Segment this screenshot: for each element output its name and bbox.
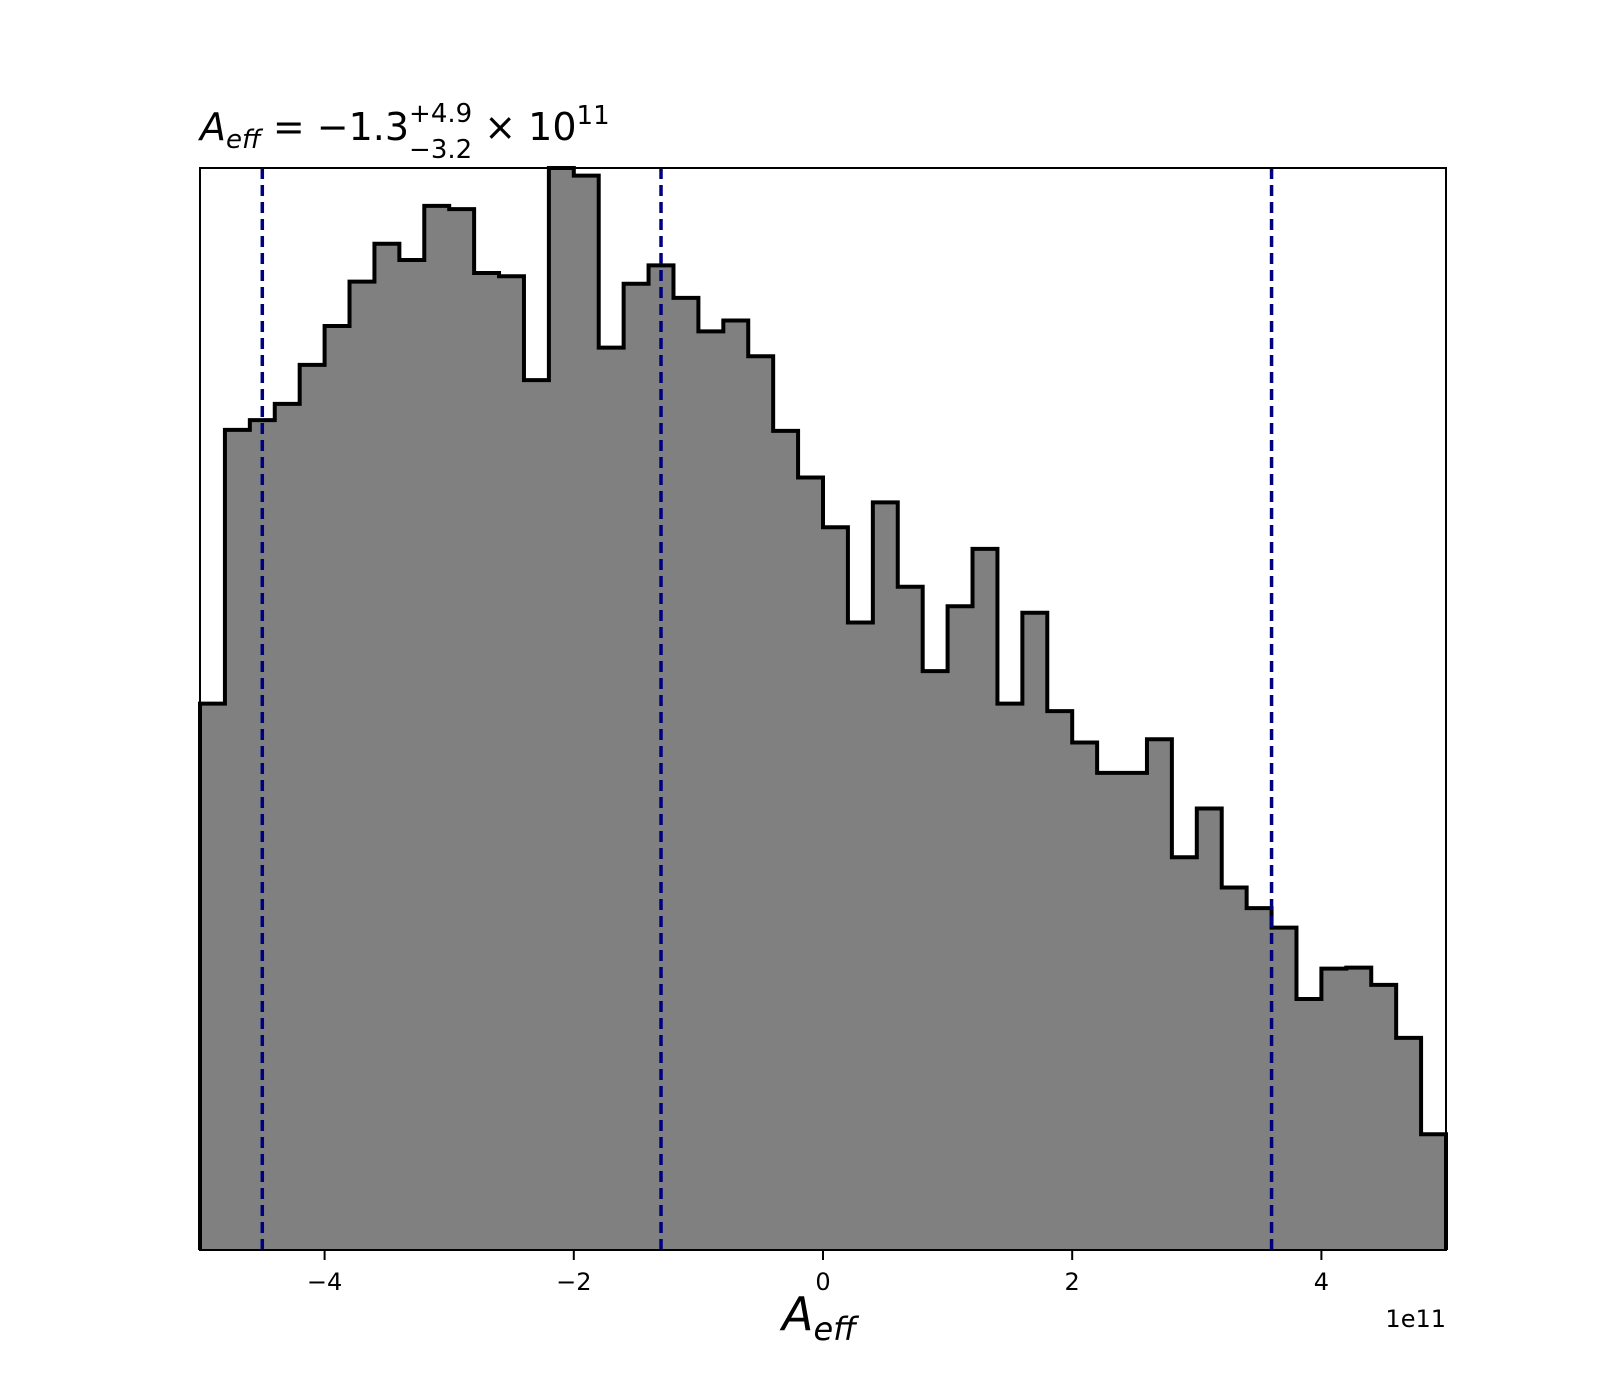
histogram-bar <box>1047 711 1073 1250</box>
histogram-bar <box>972 548 999 1250</box>
histogram-bar <box>1221 887 1248 1250</box>
histogram-bar <box>299 364 326 1250</box>
histogram-bar <box>349 281 376 1250</box>
histogram-bar <box>1072 742 1098 1250</box>
x-axis-label-sub: eff <box>813 1310 860 1348</box>
x-tick-label: 0 <box>815 1268 830 1296</box>
histogram-bar <box>897 586 924 1250</box>
histogram-bar <box>1421 1134 1447 1250</box>
x-axis-label: Aeff <box>779 1287 860 1348</box>
histogram-bar <box>499 276 525 1250</box>
histogram-bar <box>1122 772 1148 1250</box>
histogram-bar <box>1346 967 1372 1250</box>
histogram-bar <box>274 403 301 1251</box>
x-axis-offset-label: 1e11 <box>1385 1305 1446 1333</box>
histogram-bar <box>1321 968 1347 1250</box>
histogram-bar <box>673 297 699 1251</box>
histogram-bar <box>748 356 774 1250</box>
x-tick-label: −4 <box>307 1268 342 1296</box>
histogram-bar <box>847 622 874 1250</box>
histogram-outline <box>198 166 1448 1250</box>
histogram-bar <box>872 502 899 1250</box>
chart-title: Aeff = −1.3+4.9 −3.2 × 1011 <box>197 99 610 165</box>
histogram-bar <box>474 272 500 1251</box>
histogram-bar <box>224 429 251 1250</box>
histogram-bar <box>449 209 475 1251</box>
histogram-bar <box>548 168 575 1250</box>
x-tick-label: −2 <box>556 1268 591 1296</box>
title-symbol-sub: eff <box>226 125 264 155</box>
histogram-bar <box>1022 612 1048 1250</box>
histogram-bar <box>1097 772 1123 1250</box>
histogram-bar <box>573 175 600 1251</box>
histogram-bar <box>1196 808 1223 1250</box>
x-tick-label: 4 <box>1314 1268 1329 1296</box>
title-times: × 10 <box>472 105 576 149</box>
histogram-bar <box>200 703 226 1250</box>
histogram-bar <box>523 380 550 1250</box>
histogram-bar <box>997 703 1023 1250</box>
histogram-bar <box>947 606 974 1250</box>
title-lower-error: −3.2 <box>409 135 472 165</box>
histogram-bar <box>1371 984 1397 1250</box>
histogram-bar <box>374 243 400 1251</box>
histogram-bar <box>1246 908 1273 1250</box>
histogram-bar <box>399 259 425 1251</box>
title-upper-error: +4.9 <box>409 99 472 129</box>
histogram-bar <box>698 331 724 1251</box>
histogram-bar <box>324 325 351 1250</box>
histogram-bar <box>723 320 749 1250</box>
title-value: = −1.3 <box>261 105 409 149</box>
histogram-bar <box>823 527 849 1250</box>
histogram-bar <box>1271 927 1298 1250</box>
title-symbol: A <box>197 105 226 149</box>
histogram-bar <box>1296 998 1322 1250</box>
x-axis-label-symbol: A <box>779 1287 813 1341</box>
histogram-bar <box>798 477 824 1250</box>
histogram-bar <box>922 671 949 1250</box>
histogram-bar <box>773 430 799 1250</box>
x-tick-label: 2 <box>1065 1268 1080 1296</box>
histogram-bar <box>424 205 450 1250</box>
histogram-bar <box>1396 1037 1422 1250</box>
plot-area: −4 −2 0 2 4 <box>198 166 1448 1296</box>
histogram-bar <box>598 347 625 1250</box>
title-exponent: 11 <box>577 101 610 131</box>
histogram-bar <box>1146 739 1173 1250</box>
histogram-bar <box>623 283 650 1250</box>
histogram-bar <box>1171 857 1198 1250</box>
